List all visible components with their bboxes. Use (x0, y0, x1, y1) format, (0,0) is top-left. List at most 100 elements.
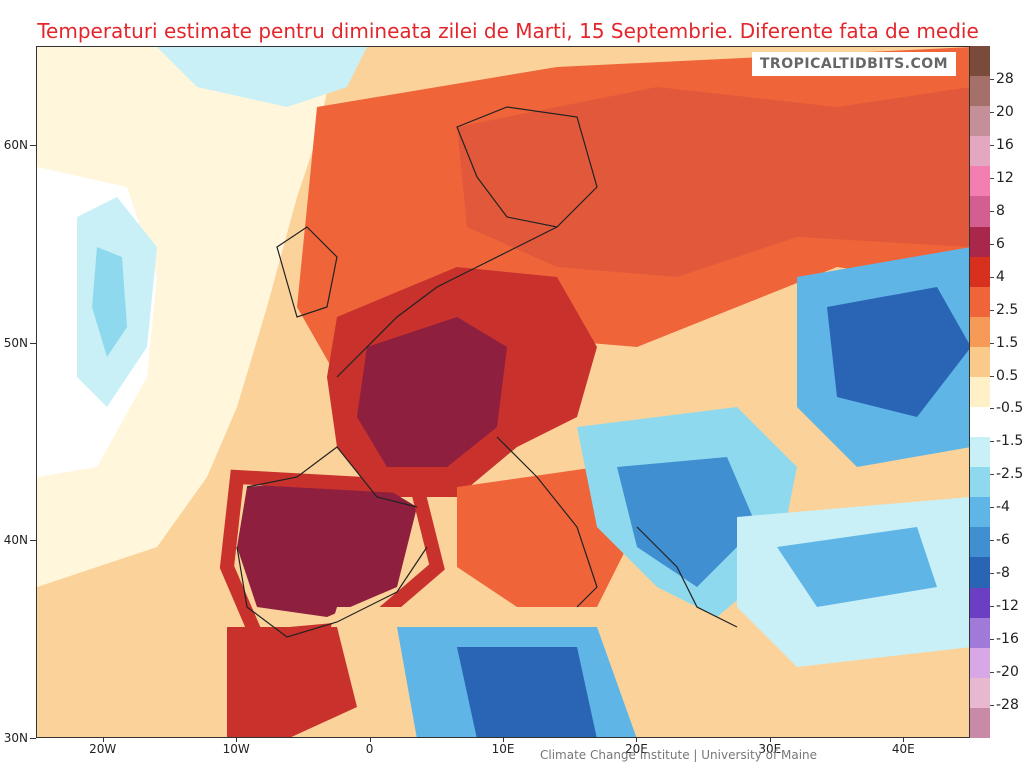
map-title: Temperaturi estimate pentru dimineata zi… (37, 19, 979, 43)
colorbar-swatch (970, 707, 990, 739)
colorbar-label: -6 (996, 532, 1010, 549)
colorbar-label: -8 (996, 565, 1010, 582)
iberia-hot-core (237, 477, 417, 617)
colorbar-label: 1.5 (996, 334, 1019, 351)
colorbar-tick (990, 276, 994, 278)
lon-label: 30E (758, 742, 782, 756)
colorbar-swatch (970, 316, 990, 348)
greece-cool-core (617, 457, 757, 587)
colorbar-tick (990, 474, 994, 476)
lon-tick (769, 738, 771, 742)
colorbar-swatch (970, 46, 990, 77)
arctic-cool-zone (157, 47, 367, 107)
colorbar-label: 0.5 (996, 367, 1019, 384)
watermark: TROPICALTIDBITS.COM (752, 52, 956, 76)
colorbar-label: 6 (996, 235, 1005, 252)
colorbar-swatch (970, 407, 990, 438)
colorbar-label: 28 (996, 70, 1014, 87)
colorbar-swatch (970, 136, 990, 167)
map-panel (36, 46, 970, 738)
lon-label: 10E (491, 742, 515, 756)
lat-tick (30, 144, 36, 146)
lat-tick (30, 540, 36, 542)
anomaly-map (37, 47, 969, 737)
colorbar-tick (990, 540, 994, 542)
colorbar-label: -1.5 (996, 433, 1024, 450)
colorbar-tick (990, 309, 994, 311)
morocco-warm (227, 627, 357, 737)
colorbar-tick (990, 342, 994, 344)
colorbar-label: 8 (996, 202, 1005, 219)
colorbar-tick (990, 78, 994, 80)
atlantic-cool-core (92, 247, 127, 357)
lon-tick (236, 738, 238, 742)
colorbar-label: 2.5 (996, 301, 1019, 318)
credit-text: Climate Change Institute | University of… (540, 748, 818, 762)
colorbar-swatch (970, 647, 990, 679)
lon-tick (903, 738, 905, 742)
colorbar-swatch (970, 346, 990, 378)
colorbar-tick (990, 507, 994, 509)
colorbar-swatch (970, 286, 990, 318)
colorbar-label: 12 (996, 169, 1014, 186)
colorbar-tick (990, 408, 994, 410)
colorbar-swatch (970, 587, 990, 619)
colorbar-tick (990, 639, 994, 641)
colorbar-label: -2.5 (996, 466, 1024, 483)
colorbar-label: -0.5 (996, 400, 1024, 417)
colorbar-label: -12 (996, 598, 1019, 615)
colorbar-tick (990, 210, 994, 212)
lat-label: 50N (3, 335, 28, 350)
colorbar-label: -16 (996, 631, 1019, 648)
colorbar-tick (990, 177, 994, 179)
scandinavia-russia-warm (457, 87, 969, 277)
colorbar-swatch (970, 226, 990, 258)
coastline-italy (496, 436, 598, 608)
coastline-north (336, 226, 558, 378)
lon-label: 10W (222, 742, 250, 756)
colorbar-swatch (970, 677, 990, 709)
coastline-britain (276, 226, 338, 318)
lon-tick (369, 738, 371, 742)
lon-tick (503, 738, 504, 742)
lon-label: 20W (89, 742, 117, 756)
lat-label: 30N (3, 731, 28, 745)
colorbar-tick (990, 573, 994, 575)
colorbar-swatch (970, 557, 990, 589)
lon-label: 0 (365, 742, 374, 756)
lon-tick (102, 738, 104, 742)
colorbar-tick (990, 705, 994, 707)
coastline-biscay (246, 446, 418, 508)
colorbar-swatch (970, 166, 990, 197)
colorbar-swatch (970, 617, 990, 649)
lon-label: 20E (624, 742, 648, 756)
colorbar-tick (990, 606, 994, 608)
colorbar-tick (990, 144, 994, 146)
coastline-balkans (636, 526, 738, 628)
colorbar-label: 20 (996, 103, 1014, 120)
sahara-cool-core (457, 647, 597, 737)
colorbar-label: -4 (996, 499, 1010, 516)
colorbar-swatch (970, 106, 990, 137)
anatolia-cool (777, 527, 937, 607)
colorbar-swatch (970, 527, 990, 558)
lat-tick (30, 342, 36, 344)
colorbar-label: 16 (996, 136, 1014, 153)
lat-label: 60N (3, 137, 28, 152)
colorbar-label: -20 (996, 664, 1019, 681)
colorbar-swatch (970, 497, 990, 528)
colorbar-swatch (970, 196, 990, 227)
lat-tick (30, 738, 36, 739)
ukraine-cool-core (827, 287, 969, 417)
colorbar-label: 4 (996, 268, 1005, 285)
colorbar-tick (990, 441, 994, 443)
colorbar-tick (990, 111, 994, 113)
lon-label: 40E (891, 742, 915, 756)
colorbar-label: -28 (996, 697, 1019, 714)
colorbar-tick (990, 672, 994, 674)
coastline-iberia (236, 546, 428, 638)
colorbar-swatch (970, 437, 990, 468)
france-hot-core (357, 317, 507, 467)
colorbar-swatch (970, 467, 990, 498)
atlantic-neutral-zone (37, 47, 337, 587)
